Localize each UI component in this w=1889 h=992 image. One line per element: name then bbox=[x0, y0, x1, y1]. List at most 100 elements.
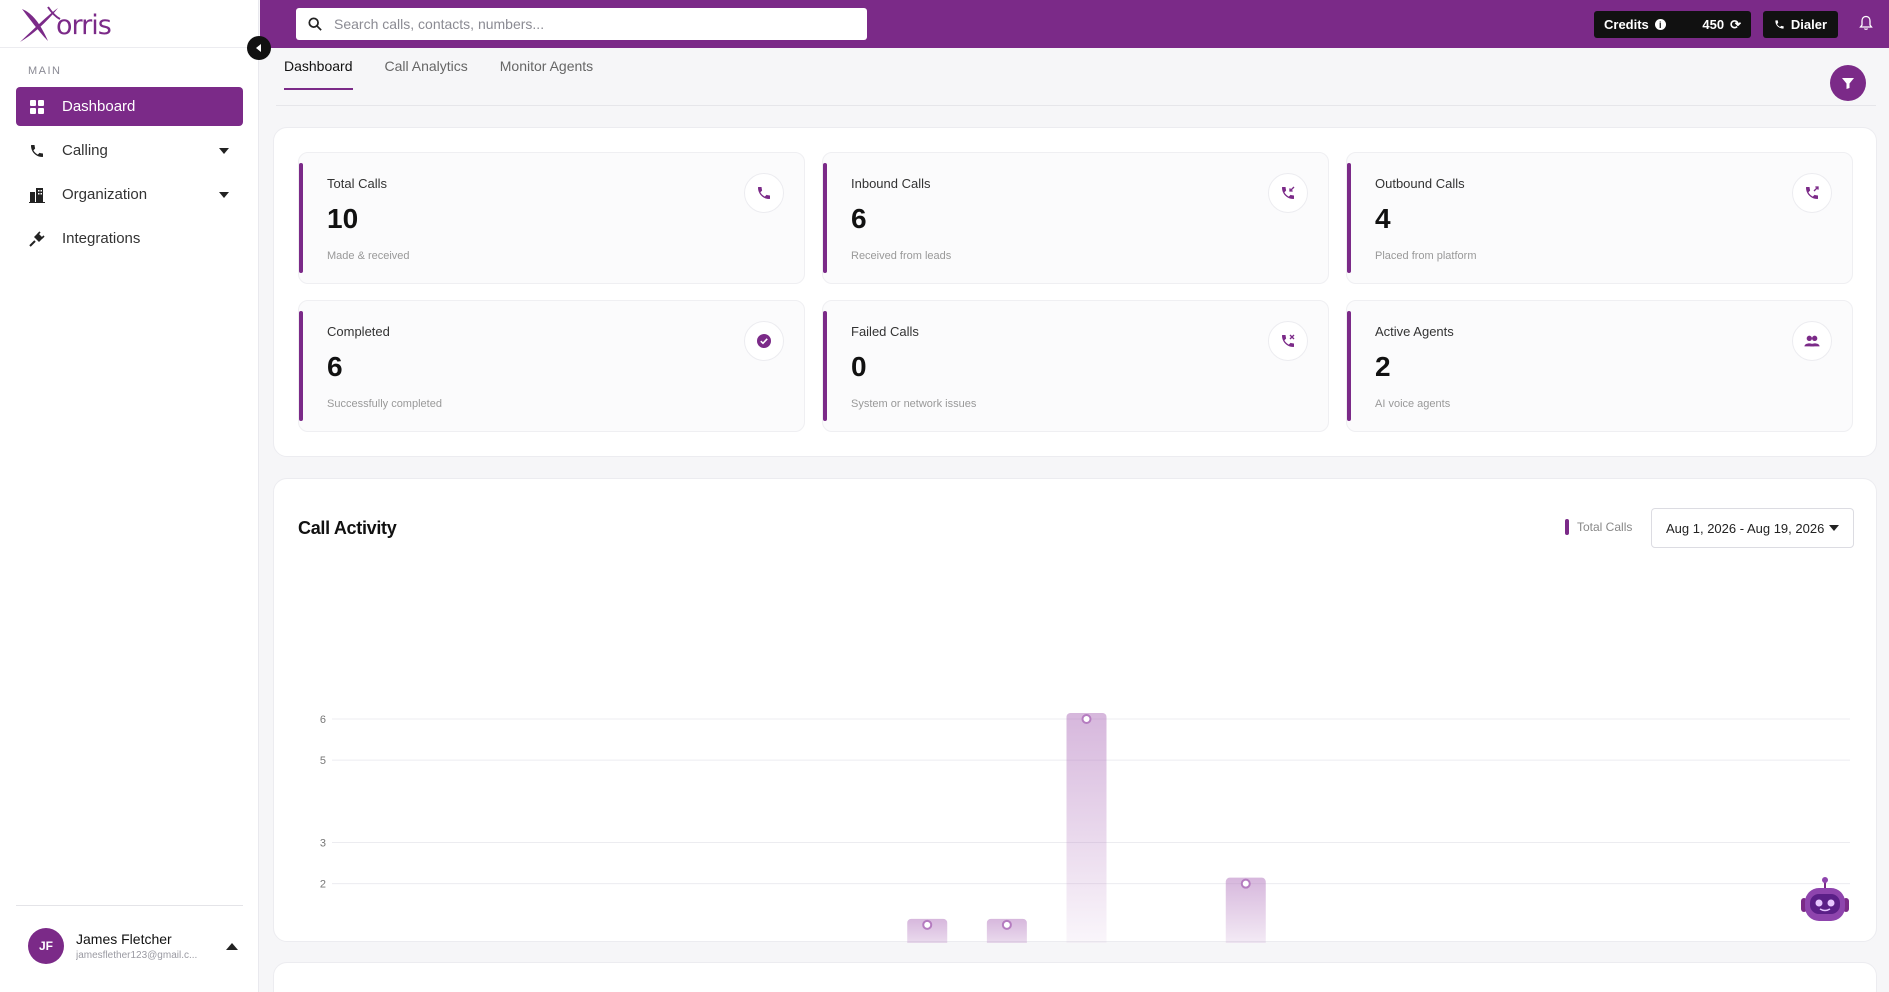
next-panel bbox=[273, 962, 1877, 992]
y-tick-label: 2 bbox=[320, 879, 326, 891]
date-range-select[interactable]: Aug 1, 2026 - Aug 19, 2026 bbox=[1651, 508, 1854, 548]
chart-point[interactable] bbox=[922, 919, 933, 930]
stat-subtitle: Placed from platform bbox=[1375, 250, 1477, 262]
user-info: James Fletcher jamesflether123@gmail.c..… bbox=[76, 931, 226, 961]
divider bbox=[276, 105, 1876, 106]
info-icon[interactable]: i bbox=[1654, 19, 1666, 30]
search-icon bbox=[308, 17, 322, 31]
stat-title: Failed Calls bbox=[851, 324, 919, 339]
building-icon bbox=[28, 186, 46, 204]
sidebar-item-label: Dashboard bbox=[62, 98, 136, 115]
stat-title: Active Agents bbox=[1375, 324, 1454, 339]
divider bbox=[0, 47, 258, 48]
dialer-button[interactable]: Dialer bbox=[1763, 11, 1838, 38]
sidebar-item-label: Organization bbox=[62, 186, 148, 203]
chevron-left-icon bbox=[256, 44, 261, 52]
y-tick-label: 6 bbox=[320, 714, 326, 726]
plug-icon bbox=[28, 230, 46, 248]
sidebar-item-integrations[interactable]: Integrations bbox=[16, 219, 243, 258]
stat-value: 6 bbox=[851, 203, 867, 234]
dialer-label: Dialer bbox=[1790, 17, 1828, 32]
search-input[interactable] bbox=[334, 16, 867, 32]
credits-button[interactable]: Credits i 450 ⟳ bbox=[1594, 11, 1751, 38]
app-logo[interactable]: orris bbox=[18, 4, 112, 46]
chart-bar[interactable] bbox=[907, 918, 948, 943]
sidebar-item-label: Integrations bbox=[62, 230, 141, 247]
stat-title: Total Calls bbox=[327, 176, 387, 191]
tab-monitor-agents[interactable]: Monitor Agents bbox=[499, 58, 594, 74]
chevron-up-icon[interactable] bbox=[226, 942, 238, 950]
stat-subtitle: Successfully completed bbox=[327, 398, 442, 410]
stat-title: Completed bbox=[327, 324, 390, 339]
stats-panel: Total Calls 10 Made & received Inbound C… bbox=[273, 127, 1877, 457]
user-email: jamesflether123@gmail.c... bbox=[76, 950, 198, 961]
tab-dashboard[interactable]: Dashboard bbox=[284, 58, 353, 90]
phone-outgoing-icon bbox=[1792, 173, 1832, 213]
chart-bar[interactable] bbox=[986, 918, 1027, 943]
stat-value: 2 bbox=[1375, 351, 1391, 382]
stat-subtitle: System or network issues bbox=[851, 398, 977, 410]
chevron-down-icon[interactable] bbox=[219, 147, 229, 154]
logo-x-icon bbox=[20, 6, 61, 42]
chart-legend: Total Calls bbox=[1565, 519, 1632, 535]
sidebar-item-label: Calling bbox=[62, 142, 108, 159]
chart-bar[interactable] bbox=[1066, 713, 1107, 943]
sidebar-item-organization[interactable]: Organization bbox=[16, 175, 243, 214]
phone-icon bbox=[744, 173, 784, 213]
search-box[interactable] bbox=[296, 8, 867, 40]
stat-subtitle: Received from leads bbox=[851, 250, 952, 262]
dashboard-tabs: Dashboard Call Analytics Monitor Agents bbox=[284, 58, 593, 90]
sidebar-item-dashboard[interactable]: Dashboard bbox=[16, 87, 243, 126]
call-activity-chart: 02356 1 Aug2 Aug3 Aug4 Aug5 Aug6 Aug7 Au… bbox=[320, 713, 1850, 943]
collapse-sidebar-button[interactable] bbox=[247, 36, 271, 60]
user-profile[interactable]: JF James Fletcher jamesflether123@gmail.… bbox=[28, 928, 238, 964]
chart-point[interactable] bbox=[1240, 878, 1251, 889]
stat-subtitle: Made & received bbox=[327, 250, 410, 262]
robot-assistant-icon[interactable] bbox=[1797, 877, 1853, 923]
users-icon bbox=[1792, 321, 1832, 361]
user-name: James Fletcher bbox=[76, 931, 172, 947]
stat-value: 6 bbox=[327, 351, 343, 382]
sidebar: orris MAIN Dashboard Calling Organizatio… bbox=[0, 0, 259, 992]
stat-value: 4 bbox=[1375, 203, 1391, 234]
stat-card-total-calls[interactable]: Total Calls 10 Made & received bbox=[298, 152, 805, 284]
legend-swatch bbox=[1565, 519, 1569, 535]
check-circle-icon bbox=[744, 321, 784, 361]
stat-card-outbound-calls[interactable]: Outbound Calls 4 Placed from platform bbox=[1346, 152, 1853, 284]
chevron-down-icon[interactable] bbox=[219, 191, 229, 198]
phone-incoming-icon bbox=[1268, 173, 1308, 213]
sidebar-item-calling[interactable]: Calling bbox=[16, 131, 243, 170]
stat-card-failed-calls[interactable]: Failed Calls 0 System or network issues bbox=[822, 300, 1329, 432]
stat-card-inbound-calls[interactable]: Inbound Calls 6 Received from leads bbox=[822, 152, 1329, 284]
top-bar: Credits i 450 ⟳ Dialer bbox=[260, 0, 1889, 48]
logo-text: orris bbox=[56, 9, 112, 41]
stat-subtitle: AI voice agents bbox=[1375, 398, 1451, 410]
bell-icon[interactable] bbox=[1858, 15, 1874, 31]
stat-card-completed[interactable]: Completed 6 Successfully completed bbox=[298, 300, 805, 432]
stat-title: Outbound Calls bbox=[1375, 176, 1465, 191]
date-range-value: Aug 1, 2026 - Aug 19, 2026 bbox=[1666, 520, 1825, 536]
refresh-icon[interactable]: ⟳ bbox=[1730, 16, 1741, 32]
sidebar-nav: Dashboard Calling Organization Integrati… bbox=[16, 87, 243, 263]
accent-bar bbox=[299, 311, 303, 421]
grid-icon bbox=[28, 98, 46, 116]
stat-card-active-agents[interactable]: Active Agents 2 AI voice agents bbox=[1346, 300, 1853, 432]
accent-bar bbox=[823, 163, 827, 273]
stat-value: 10 bbox=[327, 203, 359, 234]
chart-point[interactable] bbox=[1081, 714, 1092, 724]
y-tick-label: 5 bbox=[320, 755, 326, 767]
credits-value: 450 bbox=[1702, 17, 1725, 32]
accent-bar bbox=[823, 311, 827, 421]
accent-bar bbox=[1347, 311, 1351, 421]
tab-call-analytics[interactable]: Call Analytics bbox=[384, 58, 468, 74]
accent-bar bbox=[299, 163, 303, 273]
y-tick-label: 3 bbox=[320, 838, 326, 850]
filter-icon bbox=[1842, 78, 1854, 89]
filter-button[interactable] bbox=[1830, 65, 1866, 101]
divider bbox=[16, 905, 243, 906]
phone-missed-icon bbox=[1268, 321, 1308, 361]
phone-icon bbox=[28, 142, 46, 160]
chart-point[interactable] bbox=[1001, 919, 1012, 930]
chart-bar[interactable] bbox=[1225, 877, 1266, 943]
stat-title: Inbound Calls bbox=[851, 176, 931, 191]
